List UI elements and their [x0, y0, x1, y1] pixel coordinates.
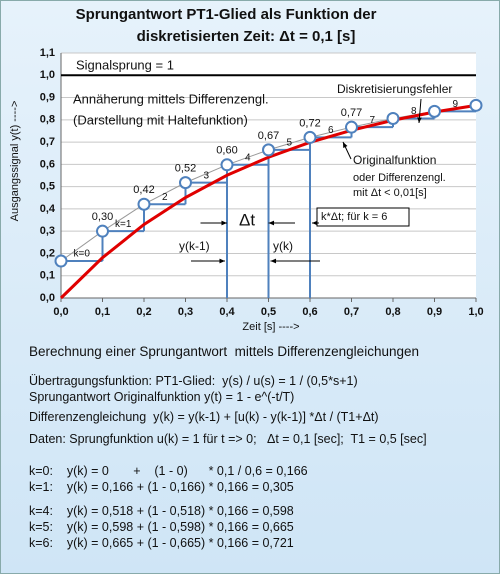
y-tick-label: 0,3	[40, 225, 55, 237]
y-tick-label: 0,7	[40, 136, 55, 148]
x-tick-label: 0,9	[427, 306, 442, 318]
annotation: y(k)	[273, 239, 293, 253]
annotation: Diskretisierungsfehler	[337, 82, 452, 96]
value-label: 0,30	[92, 211, 113, 223]
x-axis-label: Zeit [s] ---->	[242, 321, 299, 333]
step-label: 7	[369, 115, 375, 126]
y-tick-label: 0,5	[40, 181, 55, 193]
x-tick-label: 0,7	[344, 306, 359, 318]
doc-line: Sprungantwort Originalfunktion y(t) = 1 …	[29, 390, 295, 404]
y-tick-label: 0,0	[40, 292, 55, 304]
annotation: Originalfunktion	[353, 153, 436, 167]
y-tick-label: 0,6	[40, 158, 55, 170]
x-tick-label: 0,6	[302, 306, 317, 318]
annotation: y(k-1)	[179, 239, 210, 253]
annotation: mit Δt < 0,01[s]	[353, 187, 427, 199]
doc-line: Daten: Sprungfunktion u(k) = 1 für t => …	[29, 432, 427, 446]
annotation: k*Δt; für k = 6	[321, 211, 387, 223]
chart-subtitle: diskretisierten Zeit: Δt = 0,1 [s]	[137, 28, 356, 45]
y-tick-label: 0,9	[40, 91, 55, 103]
point	[220, 158, 234, 172]
annotation: Annäherung mittels Differenzengl.	[73, 91, 269, 106]
value-label: 0,60	[216, 145, 237, 157]
value-label: 0,67	[258, 130, 279, 142]
x-tick-label: 0,8	[385, 306, 400, 318]
arrow-head	[270, 258, 277, 264]
x-tick-label: 0,2	[136, 306, 151, 318]
step-label: 6	[328, 125, 334, 136]
arrow-head	[343, 142, 348, 148]
x-tick-label: 0,5	[261, 306, 276, 318]
annotation: Δt	[239, 210, 255, 229]
point	[262, 143, 275, 157]
annotation: (Darstellung mit Haltefunktion)	[73, 112, 248, 127]
arrow-head	[221, 220, 227, 226]
step-label: k=0	[74, 249, 91, 260]
value-label: 0,77	[341, 107, 362, 119]
chart-title: Sprungantwort PT1-Glied als Funktion der	[76, 6, 377, 23]
step-label: 3	[203, 170, 209, 181]
y-tick-label: 0,2	[40, 247, 55, 259]
x-tick-label: 0,4	[219, 306, 235, 318]
annotation: Signalsprung = 1	[76, 57, 174, 72]
arrow-head	[219, 258, 225, 264]
point	[469, 98, 483, 112]
original-curve	[59, 103, 477, 300]
step-label: 2	[162, 192, 168, 203]
value-label: 0,52	[175, 163, 196, 175]
doc-line: k=1: y(k) = 0,166 + (1 - 0,166) * 0,166 …	[29, 480, 294, 494]
value-label: 0,42	[133, 184, 154, 196]
x-tick-label: 0,0	[53, 306, 68, 318]
arrow-head	[268, 220, 275, 226]
x-tick-label: 1,0	[468, 306, 483, 318]
point	[345, 120, 358, 134]
y-axis-label: Ausgangssignal y(t) ---->	[9, 101, 21, 222]
y-tick-label: 0,4	[40, 203, 56, 215]
doc-line: k=6: y(k) = 0,665 + (1 - 0,665) * 0,166 …	[29, 536, 294, 550]
arrow-head	[312, 220, 318, 226]
arrow-head	[417, 117, 422, 123]
y-tick-label: 0,8	[40, 114, 55, 126]
point	[179, 176, 192, 190]
doc-line: k=0: y(k) = 0 + (1 - 0) * 0,1 / 0,6 = 0,…	[29, 464, 308, 478]
y-tick-label: 1,1	[40, 47, 55, 59]
step-label: 5	[286, 138, 292, 149]
point	[96, 224, 109, 238]
point	[303, 130, 317, 144]
doc-heading: Berechnung einer Sprungantwort mittels D…	[29, 344, 419, 359]
point	[137, 197, 151, 211]
point	[54, 254, 68, 268]
value-label: 0,72	[299, 117, 320, 129]
y-tick-label: 0,1	[40, 270, 55, 282]
point	[386, 111, 400, 125]
step-label: 8	[411, 106, 417, 117]
doc-line: k=5: y(k) = 0,598 + (1 - 0,598) * 0,166 …	[29, 520, 294, 534]
step-label: 9	[452, 99, 458, 110]
step-label: k=1	[115, 219, 132, 230]
point	[428, 104, 441, 118]
doc-line: Differenzengleichung y(k) = y(k-1) + [u(…	[29, 410, 379, 424]
annotation-box	[316, 207, 410, 227]
doc-line: Übertragungsfunktion: PT1-Glied: y(s) / …	[29, 374, 358, 388]
x-tick-label: 0,1	[95, 306, 110, 318]
chart: Sprungantwort PT1-Glied als Funktion der…	[9, 6, 484, 333]
doc-line: k=4: y(k) = 0,518 + (1 - 0,518) * 0,166 …	[29, 504, 294, 518]
annotation: oder Differenzengl.	[353, 172, 446, 184]
step-label: 4	[245, 152, 251, 163]
y-tick-label: 1,0	[40, 69, 55, 81]
x-tick-label: 0,3	[178, 306, 193, 318]
